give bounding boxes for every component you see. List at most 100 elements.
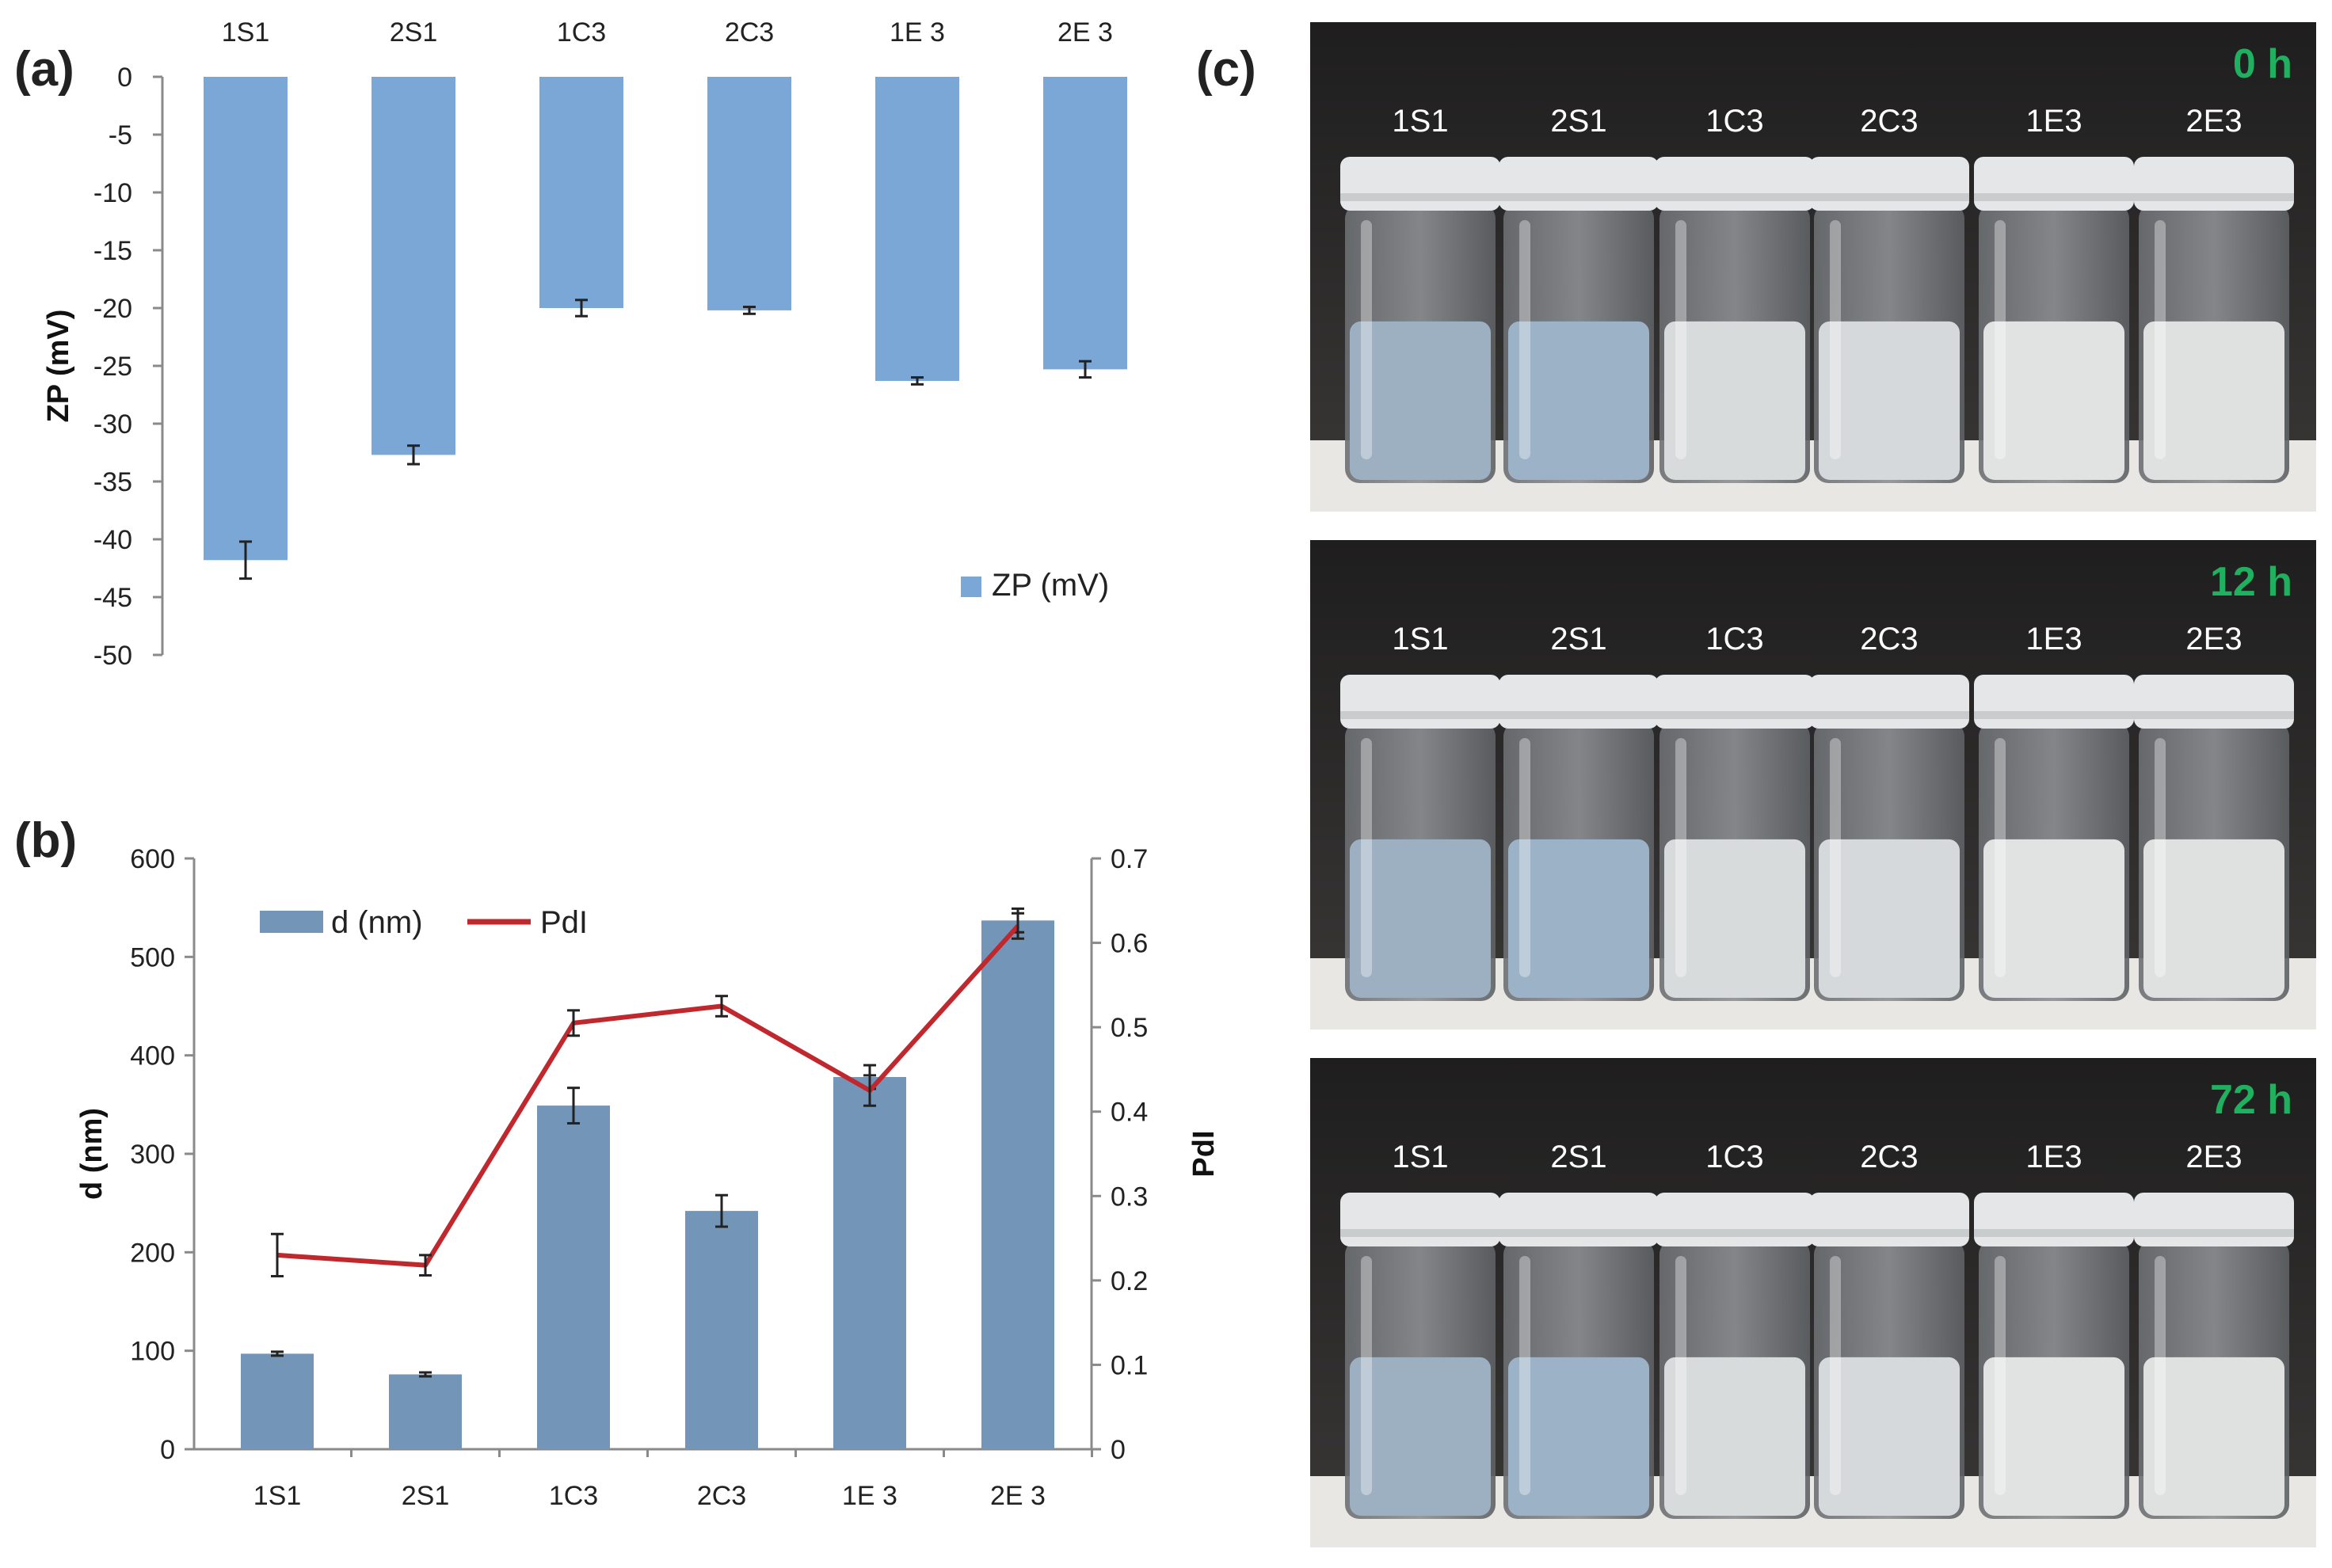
zp-y-tick-label: -40	[93, 525, 132, 555]
vial-cap	[1655, 1193, 1815, 1246]
zp-category-label: 2E 3	[1057, 17, 1113, 48]
vial-label: 1S1	[1392, 104, 1448, 139]
vial-liquid	[2143, 839, 2284, 998]
vial-cap	[1340, 1193, 1500, 1246]
vial-cap-ridge	[1655, 711, 1815, 719]
zp-bar	[707, 77, 791, 310]
vial-cap	[1974, 675, 2134, 729]
zp-bar	[372, 77, 455, 455]
vial-liquid	[1350, 839, 1491, 998]
x-category-label: 2E 3	[990, 1481, 1046, 1511]
d-bar	[389, 1374, 462, 1449]
zp-y-tick-label: -15	[93, 236, 132, 266]
zp-y-tick-label: -25	[93, 352, 132, 382]
d-y-tick-label: 200	[130, 1238, 175, 1268]
zp-y-tick-label: -50	[93, 641, 132, 671]
zp-y-tick-label: 0	[117, 63, 132, 93]
d-y-tick-label: 600	[130, 844, 175, 874]
vial-label: 2S1	[1550, 1140, 1606, 1174]
photo-frame: 0 h 1S1 2S1 1C3 2C3 1E3 2E3	[1310, 22, 2316, 512]
vial-cap	[1974, 1193, 2134, 1246]
vial-cap-ridge	[2134, 193, 2294, 201]
d-legend-swatch	[260, 911, 323, 933]
vial-cap	[1340, 675, 1500, 729]
vial-cap-ridge	[1974, 193, 2134, 201]
vial-liquid	[1508, 1357, 1649, 1516]
x-category-label: 1E 3	[842, 1481, 897, 1511]
pdi-line	[276, 924, 1020, 1268]
d-bar	[981, 920, 1054, 1449]
zp-bar	[539, 77, 623, 308]
d-legend-label: d (nm)	[331, 905, 423, 940]
vial-cap	[1499, 1193, 1659, 1246]
vial-liquid	[1508, 839, 1649, 998]
vial-highlight	[2155, 738, 2166, 977]
vial-cap-ridge	[2134, 1229, 2294, 1237]
vial-cap	[2134, 157, 2294, 211]
zp-category-label: 2C3	[725, 17, 774, 48]
vial-highlight	[1830, 738, 1841, 977]
vial-cap-ridge	[1499, 193, 1659, 201]
vial-highlight	[1995, 738, 2006, 977]
zp-category-label: 2S1	[390, 17, 438, 48]
vial-photo-panel: 0 h 1S1 2S1 1C3 2C3 1E3 2E3 12 h 1S1 2S1 1C3 2C3 1E3…	[1310, 22, 2316, 1547]
pdi-y-tick-label: 0.5	[1111, 1013, 1148, 1043]
zp-legend-swatch	[961, 577, 981, 597]
zp-category-label: 1E 3	[890, 17, 945, 48]
vial-highlight	[1675, 738, 1686, 977]
pdi-legend-label: PdI	[540, 905, 588, 940]
zp-legend-label: ZP (mV)	[992, 568, 1109, 603]
vial-liquid	[1983, 839, 2124, 998]
vial-liquid	[1350, 321, 1491, 480]
vial-highlight	[1361, 220, 1372, 459]
vial-label: 1C3	[1705, 1140, 1763, 1174]
d-bar	[685, 1211, 758, 1449]
photo-frame: 72 h 1S1 2S1 1C3 2C3 1E3 2E3	[1310, 1058, 2316, 1547]
pdi-y-tick-label: 0	[1111, 1435, 1126, 1465]
vial-cap	[2134, 1193, 2294, 1246]
vial-cap	[1809, 157, 1969, 211]
zp-y-tick-label: -5	[109, 120, 132, 150]
vial-liquid	[2143, 321, 2284, 480]
d-y-axis-title: d (nm)	[75, 1108, 109, 1200]
vial-cap	[1340, 157, 1500, 211]
d-y-tick-label: 500	[130, 942, 175, 972]
vial-label: 1C3	[1705, 622, 1763, 657]
vial-cap-ridge	[1809, 711, 1969, 719]
time-label: 72 h	[2210, 1077, 2292, 1123]
vial-highlight	[1675, 220, 1686, 459]
photo-frame: 12 h 1S1 2S1 1C3 2C3 1E3 2E3	[1310, 540, 2316, 1029]
vial-label: 2E3	[2185, 622, 2242, 657]
zp-bar	[204, 77, 288, 561]
vial-label: 1E3	[2025, 622, 2082, 657]
vial-cap-ridge	[1340, 193, 1500, 201]
vial-highlight	[1675, 1256, 1686, 1495]
zp-y-tick-label: -30	[93, 409, 132, 440]
vial-cap-ridge	[1974, 1229, 2134, 1237]
vial-highlight	[1830, 1256, 1841, 1495]
time-label: 12 h	[2210, 559, 2292, 605]
vial-highlight	[1995, 220, 2006, 459]
zp-category-label: 1S1	[222, 17, 270, 48]
vial-label: 2S1	[1550, 104, 1606, 139]
vial-liquid	[1664, 321, 1805, 480]
vial-cap	[1499, 157, 1659, 211]
x-category-label: 2S1	[402, 1481, 450, 1511]
zp-bar	[875, 77, 959, 381]
pdi-y-tick-label: 0.3	[1111, 1182, 1148, 1212]
vial-liquid	[1350, 1357, 1491, 1516]
vial-label: 1S1	[1392, 1140, 1448, 1174]
d-y-tick-label: 0	[160, 1435, 175, 1465]
vial-cap-ridge	[1499, 1229, 1659, 1237]
zp-category-label: 1C3	[557, 17, 606, 48]
vial-highlight	[1361, 1256, 1372, 1495]
vial-label: 2E3	[2185, 1140, 2242, 1174]
vial-cap-ridge	[1340, 1229, 1500, 1237]
vial-cap	[1655, 675, 1815, 729]
vial-label: 2C3	[1860, 1140, 1918, 1174]
vial-label: 2S1	[1550, 622, 1606, 657]
vial-label: 2E3	[2185, 104, 2242, 139]
pdi-y-tick-label: 0.1	[1111, 1350, 1148, 1380]
pdi-y-tick-label: 0.4	[1111, 1098, 1148, 1128]
